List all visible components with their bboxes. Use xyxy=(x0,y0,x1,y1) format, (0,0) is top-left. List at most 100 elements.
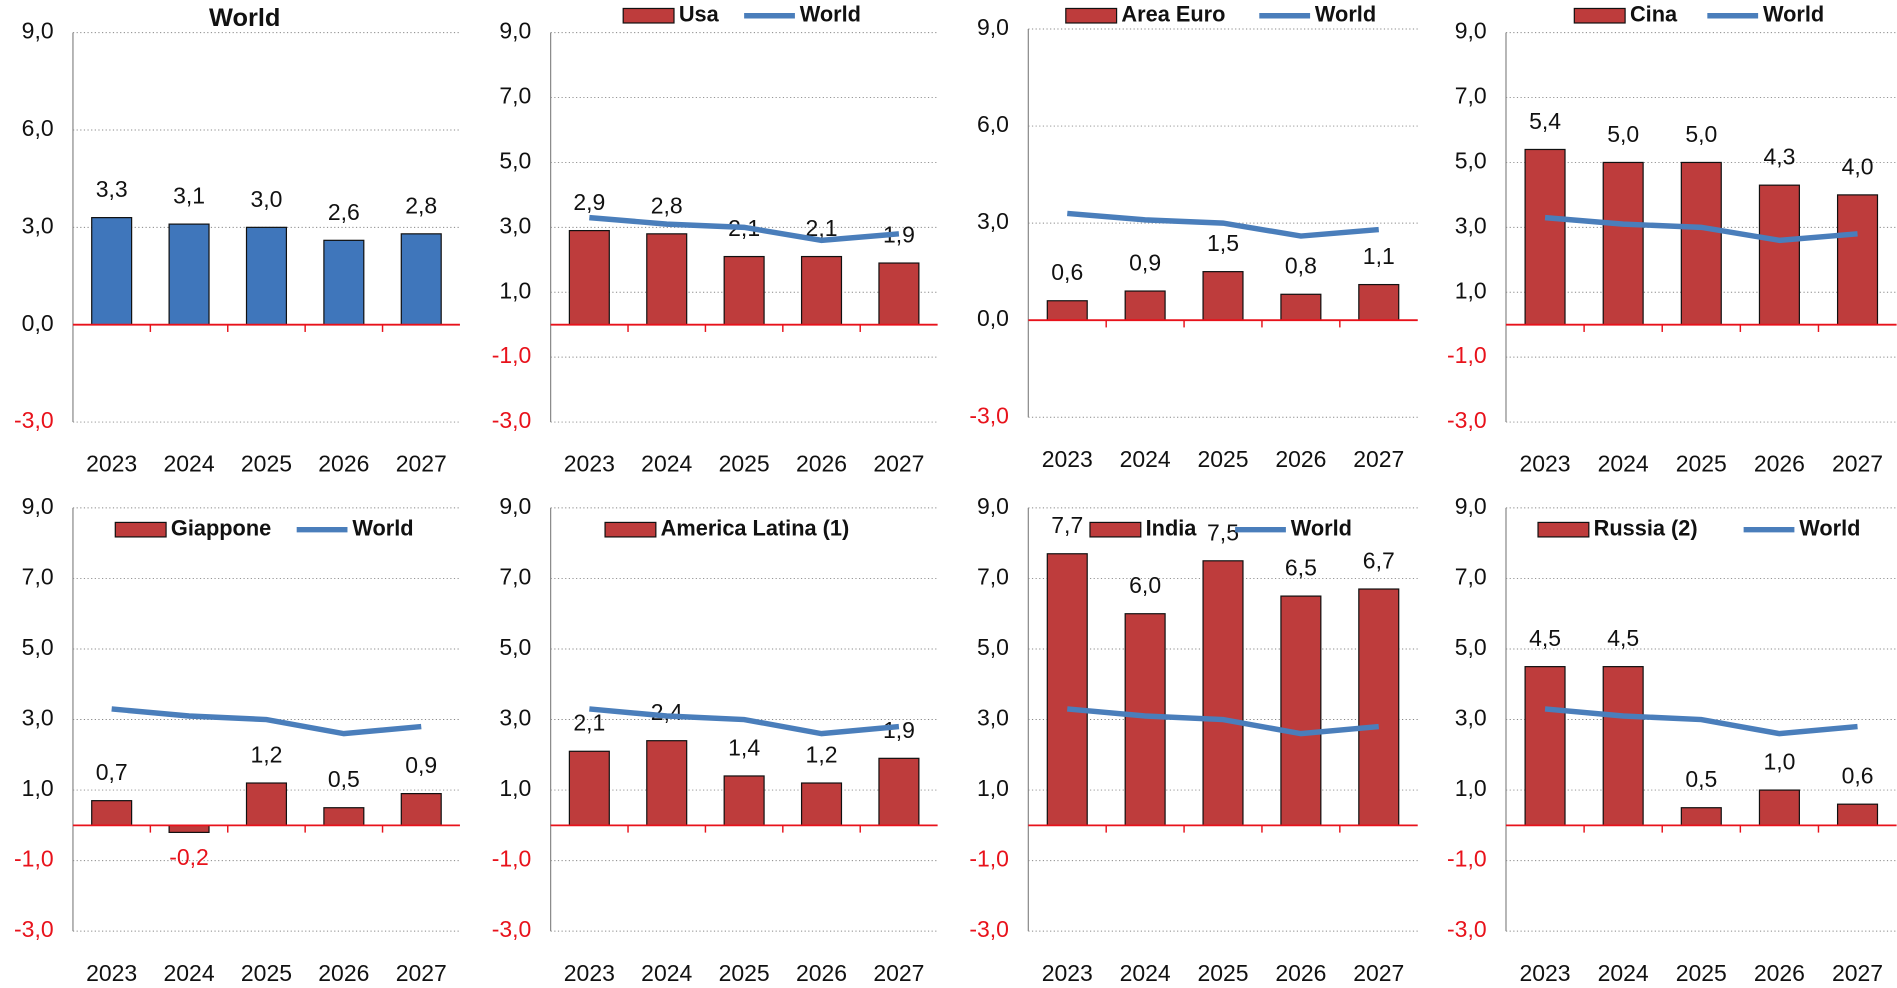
bar xyxy=(1124,290,1166,321)
x-tick-label: 2025 xyxy=(1197,960,1248,986)
y-tick-label: 9,0 xyxy=(499,18,531,44)
data-label: 0,7 xyxy=(96,759,128,785)
bar xyxy=(723,775,765,826)
bar xyxy=(1202,271,1244,321)
legend-label: World xyxy=(1799,515,1860,540)
data-label: 1,0 xyxy=(1763,749,1795,775)
bar xyxy=(400,793,442,826)
legend-label: World xyxy=(352,515,413,540)
y-tick-label: 3,0 xyxy=(499,705,531,731)
x-tick-label: 2024 xyxy=(164,960,215,986)
x-tick-label: 2023 xyxy=(86,960,137,986)
bar xyxy=(1124,613,1166,826)
bar xyxy=(91,800,133,826)
y-tick-label: 7,0 xyxy=(977,564,1009,590)
data-label: 0,5 xyxy=(1685,766,1717,792)
y-tick-label: -1,0 xyxy=(1447,342,1487,368)
y-tick-label: 3,0 xyxy=(977,705,1009,731)
bar xyxy=(723,255,765,326)
bar xyxy=(168,824,210,834)
y-tick-label: 0,0 xyxy=(22,310,54,336)
x-tick-label: 2026 xyxy=(1275,446,1326,472)
data-label: 1,1 xyxy=(1363,243,1395,269)
legend-swatch xyxy=(604,521,657,538)
x-tick-label: 2023 xyxy=(1042,960,1093,986)
bar xyxy=(1758,184,1800,326)
x-tick-label: 2027 xyxy=(396,960,447,986)
bar xyxy=(800,255,843,326)
y-tick-label: 6,0 xyxy=(977,111,1009,137)
data-label: 7,5 xyxy=(1207,519,1239,545)
x-tick-label: 2024 xyxy=(641,960,692,986)
bar xyxy=(323,807,365,826)
legend-swatch xyxy=(114,521,167,538)
legend-swatch xyxy=(1089,521,1142,538)
y-tick-label: 1,0 xyxy=(1455,277,1487,303)
bar xyxy=(568,229,610,326)
x-tick-label: 2026 xyxy=(318,960,369,986)
y-tick-label: 3,0 xyxy=(499,212,531,238)
bar xyxy=(1358,588,1400,826)
y-tick-label: 3,0 xyxy=(1455,705,1487,731)
y-tick-label: -1,0 xyxy=(969,846,1009,872)
bar xyxy=(1758,789,1800,826)
y-tick-label: 7,0 xyxy=(1455,83,1487,109)
x-tick-label: 2024 xyxy=(1598,451,1649,477)
x-tick-label: 2026 xyxy=(796,451,847,477)
legend-label: Area Euro xyxy=(1121,1,1225,26)
x-tick-label: 2023 xyxy=(1042,446,1093,472)
bar xyxy=(1602,666,1644,826)
x-tick-label: 2023 xyxy=(1519,451,1570,477)
bar xyxy=(1202,560,1244,826)
y-tick-label: 5,0 xyxy=(1455,148,1487,174)
x-tick-label: 2026 xyxy=(318,451,369,477)
world-line xyxy=(589,214,900,244)
chart-title: World xyxy=(209,4,280,32)
world-line xyxy=(1067,210,1379,239)
y-tick-label: -3,0 xyxy=(969,402,1009,428)
y-tick-label: 5,0 xyxy=(22,634,54,660)
legend-label: India xyxy=(1146,515,1198,540)
y-tick-label: 9,0 xyxy=(977,493,1009,519)
x-tick-label: 2026 xyxy=(1754,960,1805,986)
y-tick-label: -3,0 xyxy=(492,916,532,942)
x-tick-label: 2023 xyxy=(564,960,615,986)
x-tick-label: 2025 xyxy=(241,451,292,477)
data-label: 2,4 xyxy=(651,699,683,725)
y-tick-label: 1,0 xyxy=(499,277,531,303)
data-label: 4,5 xyxy=(1529,625,1561,651)
data-label: 2,8 xyxy=(405,192,437,218)
world-line xyxy=(111,706,422,737)
y-tick-label: -3,0 xyxy=(1447,916,1487,942)
x-tick-label: 2023 xyxy=(86,451,137,477)
y-tick-label: 5,0 xyxy=(499,634,531,660)
legend-swatch xyxy=(622,7,675,24)
data-label: 3,3 xyxy=(96,176,128,202)
y-tick-label: -3,0 xyxy=(492,407,532,433)
y-tick-label: -3,0 xyxy=(14,407,54,433)
y-tick-label: 1,0 xyxy=(499,775,531,801)
world-line xyxy=(1067,706,1380,737)
bar xyxy=(646,233,688,326)
y-tick-label: -1,0 xyxy=(492,846,532,872)
bar xyxy=(168,223,210,326)
y-tick-label: -1,0 xyxy=(492,342,532,368)
y-tick-label: 9,0 xyxy=(977,14,1009,40)
bar xyxy=(1524,148,1566,326)
data-label: 3,1 xyxy=(173,183,205,209)
bar xyxy=(568,750,610,826)
y-tick-label: -3,0 xyxy=(969,916,1009,942)
y-tick-label: 6,0 xyxy=(22,115,54,141)
data-label: 6,5 xyxy=(1285,555,1317,581)
bar xyxy=(1280,293,1322,321)
data-label: 0,6 xyxy=(1051,259,1083,285)
bar xyxy=(245,782,288,826)
y-tick-label: 5,0 xyxy=(499,148,531,174)
data-label: -0,2 xyxy=(169,844,209,870)
x-tick-label: 2024 xyxy=(641,451,692,477)
y-tick-label: 7,0 xyxy=(499,83,531,109)
bar xyxy=(800,782,843,826)
y-tick-label: 3,0 xyxy=(1455,212,1487,238)
data-label: 1,2 xyxy=(250,741,282,767)
